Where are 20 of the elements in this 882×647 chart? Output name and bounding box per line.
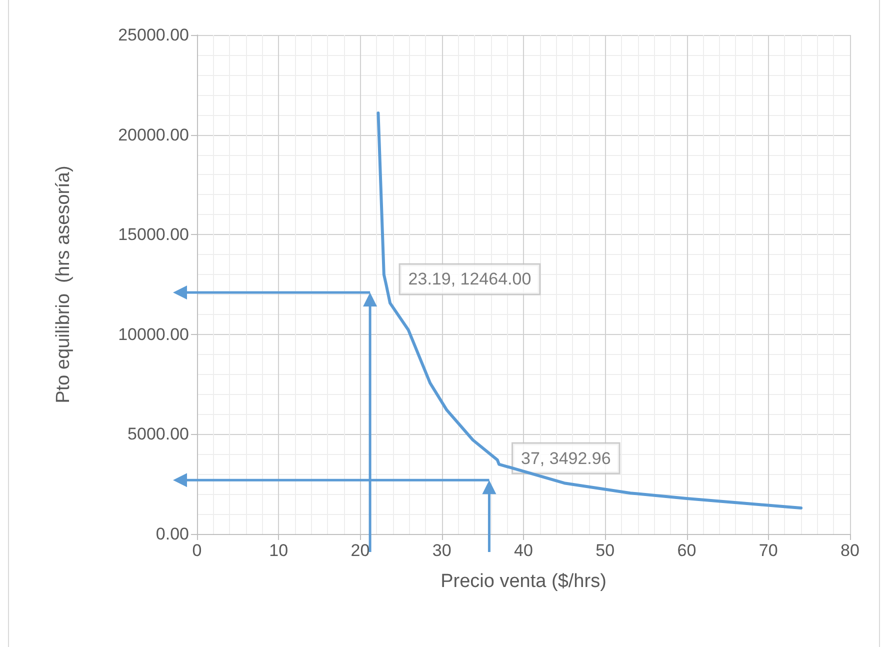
x-tick-label: 30: [432, 541, 452, 560]
y-tick-label: 25000.00: [118, 26, 189, 44]
y-tick-label: 10000.00: [118, 324, 189, 344]
x-tick-label: 50: [596, 541, 615, 560]
x-tick-label: 10: [269, 541, 288, 560]
x-tick-label: 0: [192, 541, 202, 560]
x-tick-label: 70: [758, 541, 778, 560]
x-tick-label: 60: [677, 541, 696, 560]
y-tick-label: 0.00: [156, 524, 189, 544]
x-tick-label: 80: [840, 541, 860, 560]
line-series: [376, 112, 803, 510]
x-tick-label: 20: [350, 541, 370, 560]
y-tick-label: 5000.00: [128, 424, 189, 444]
annotation: 23.19, 12464.00: [408, 270, 532, 289]
y-tick-label: 20000.00: [118, 125, 189, 144]
y-tick-label: 15000.00: [118, 225, 189, 244]
x-axis-title: Precio venta ($/hrs): [440, 571, 606, 592]
annotation: 37, 3492.96: [521, 448, 611, 468]
x-tick-label: 40: [514, 541, 533, 560]
y-axis-title: Pto equilibrio (hrs asesoría): [53, 166, 74, 404]
